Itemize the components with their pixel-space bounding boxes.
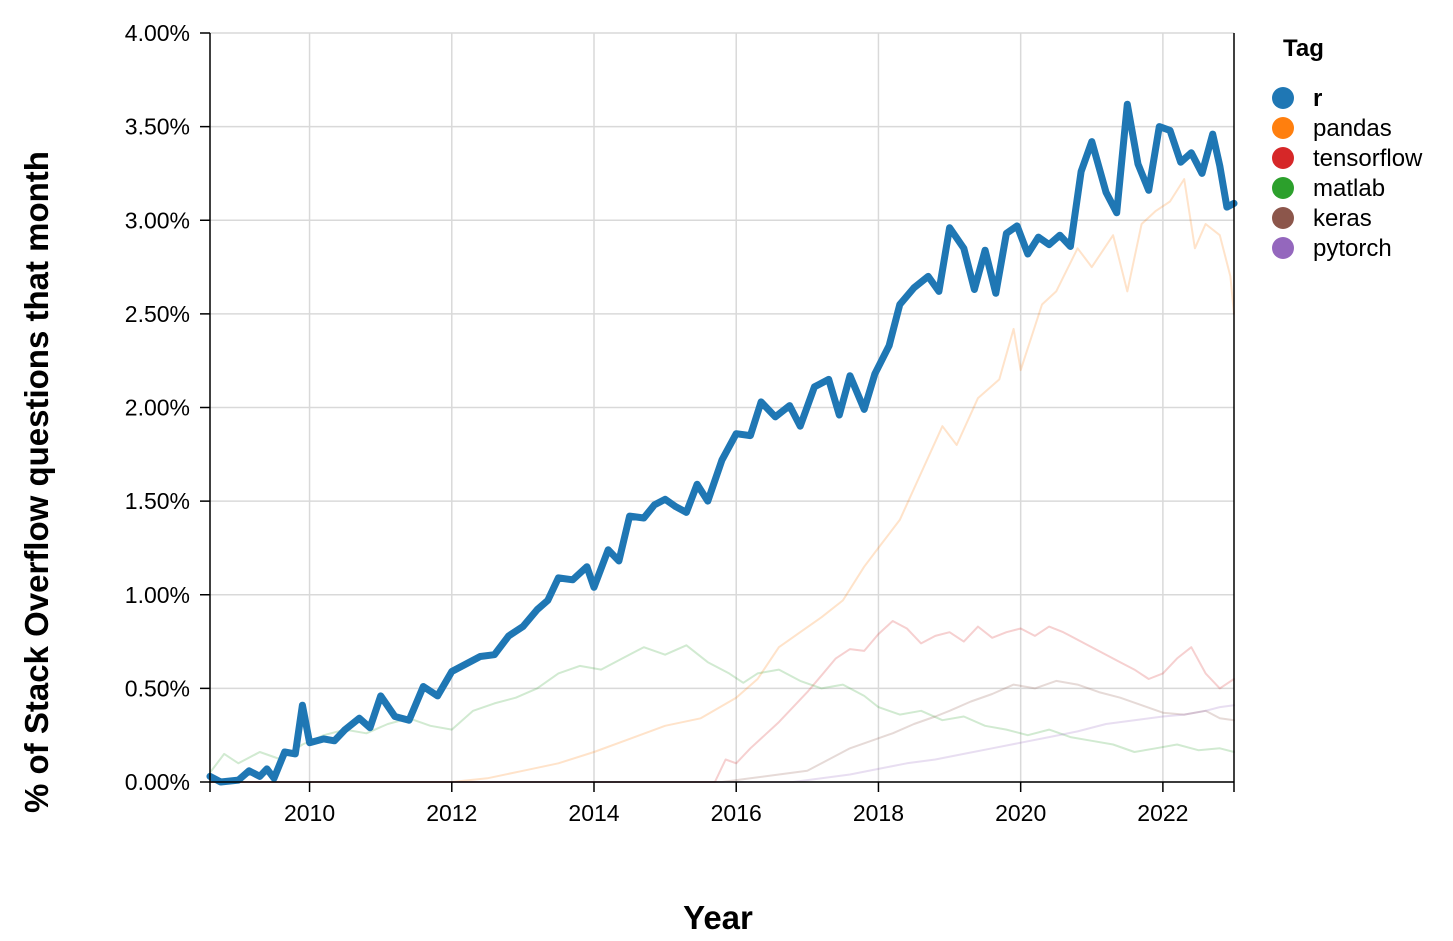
x-tick-label: 2016 <box>711 800 762 826</box>
x-tick-label: 2020 <box>995 800 1046 826</box>
y-tick-label: 4.00% <box>125 20 190 46</box>
y-axis-title: % of Stack Overflow questions that month <box>18 151 55 813</box>
legend-title: Tag <box>1283 35 1324 62</box>
x-axis-title: Year <box>683 899 753 936</box>
series-line-tensorflow <box>209 620 1235 783</box>
legend-label-r: r <box>1313 85 1322 112</box>
y-tick-label: 1.00% <box>125 582 190 608</box>
legend: Tag r pandas tensorflow matlab keras pytorch <box>1272 35 1423 262</box>
series-line-matlab <box>209 644 1235 774</box>
legend-label-tensorflow: tensorflow <box>1313 145 1423 172</box>
legend-label-pytorch: pytorch <box>1313 235 1392 262</box>
legend-label-pandas: pandas <box>1313 115 1392 142</box>
y-tick-label: 0.00% <box>125 769 190 795</box>
y-tick-label: 1.50% <box>125 488 190 514</box>
y-tick-label: 2.00% <box>125 395 190 421</box>
legend-swatch-pandas <box>1272 117 1294 139</box>
series-line-pandas <box>209 178 1235 783</box>
y-tick-label: 3.50% <box>125 114 190 140</box>
y-tick-label: 3.00% <box>125 207 190 233</box>
legend-swatch-keras <box>1272 207 1294 229</box>
series-line-r <box>206 100 1238 786</box>
series-lines <box>206 100 1238 786</box>
legend-label-keras: keras <box>1313 205 1372 232</box>
grid-lines <box>210 32 1234 783</box>
x-axis-ticks: 2010 2012 2014 2016 2018 2020 2022 <box>209 782 1235 826</box>
y-axis-ticks: 0.00% 0.50% 1.00% 1.50% 2.00% 2.50% 3.00% 3.50%… <box>125 20 210 795</box>
series-line-pytorch <box>209 704 1235 783</box>
legend-items: r pandas tensorflow matlab keras pytorch <box>1272 85 1423 262</box>
legend-swatch-matlab <box>1272 177 1294 199</box>
series-line-keras <box>209 679 1235 783</box>
x-tick-label: 2014 <box>568 800 619 826</box>
x-tick-label: 2018 <box>853 800 904 826</box>
x-tick-label: 2012 <box>426 800 477 826</box>
legend-swatch-r <box>1272 87 1294 109</box>
y-tick-label: 0.50% <box>125 675 190 701</box>
legend-swatch-pytorch <box>1272 237 1294 259</box>
x-tick-label: 2022 <box>1137 800 1188 826</box>
x-tick-label: 2010 <box>284 800 335 826</box>
legend-swatch-tensorflow <box>1272 147 1294 169</box>
legend-label-matlab: matlab <box>1313 175 1385 202</box>
y-tick-label: 2.50% <box>125 301 190 327</box>
